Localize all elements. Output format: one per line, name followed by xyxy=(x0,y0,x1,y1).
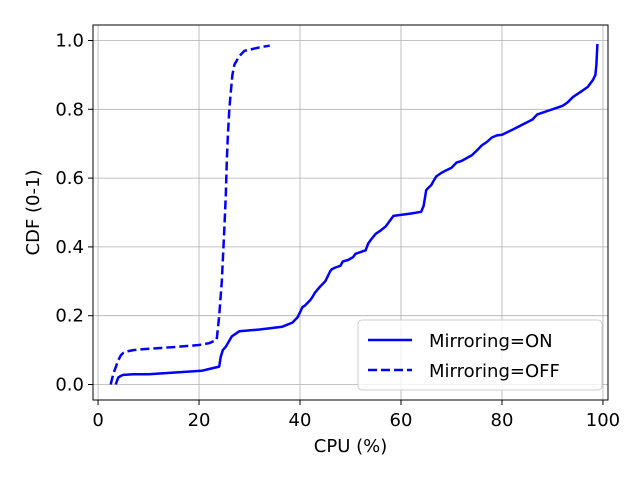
legend-label-mirroring-on: Mirroring=ON xyxy=(429,331,553,352)
x-axis-ticks: 0 20 40 60 80 100 xyxy=(92,400,620,431)
series-line-mirroring-off xyxy=(109,44,270,385)
y-tick-label: 1.0 xyxy=(55,30,84,51)
plot-frame xyxy=(92,24,609,401)
y-tick-label: 0.6 xyxy=(55,168,84,189)
y-tick-label: 0.8 xyxy=(55,99,84,120)
x-tick-label: 40 xyxy=(289,410,312,431)
x-axis-label: CPU (%) xyxy=(314,436,387,457)
series-lines xyxy=(109,43,599,385)
legend-label-mirroring-off: Mirroring=OFF xyxy=(429,361,560,382)
legend: Mirroring=ON Mirroring=OFF xyxy=(357,319,603,391)
legend-box xyxy=(357,319,603,391)
x-tick-label: 100 xyxy=(586,410,620,431)
x-tick-label: 0 xyxy=(92,410,103,431)
grid xyxy=(93,25,608,400)
y-tick-label: 0.4 xyxy=(55,237,84,258)
y-axis-label: CDF (0-1) xyxy=(23,170,44,256)
x-tick-label: 60 xyxy=(390,410,413,431)
x-tick-label: 20 xyxy=(188,410,211,431)
y-tick-label: 0.0 xyxy=(55,375,84,396)
series-line-mirroring-on xyxy=(114,43,599,385)
y-tick-label: 0.2 xyxy=(55,306,84,327)
x-tick-label: 80 xyxy=(491,410,514,431)
y-axis-ticks: 0.0 0.2 0.4 0.6 0.8 1.0 xyxy=(55,30,93,396)
